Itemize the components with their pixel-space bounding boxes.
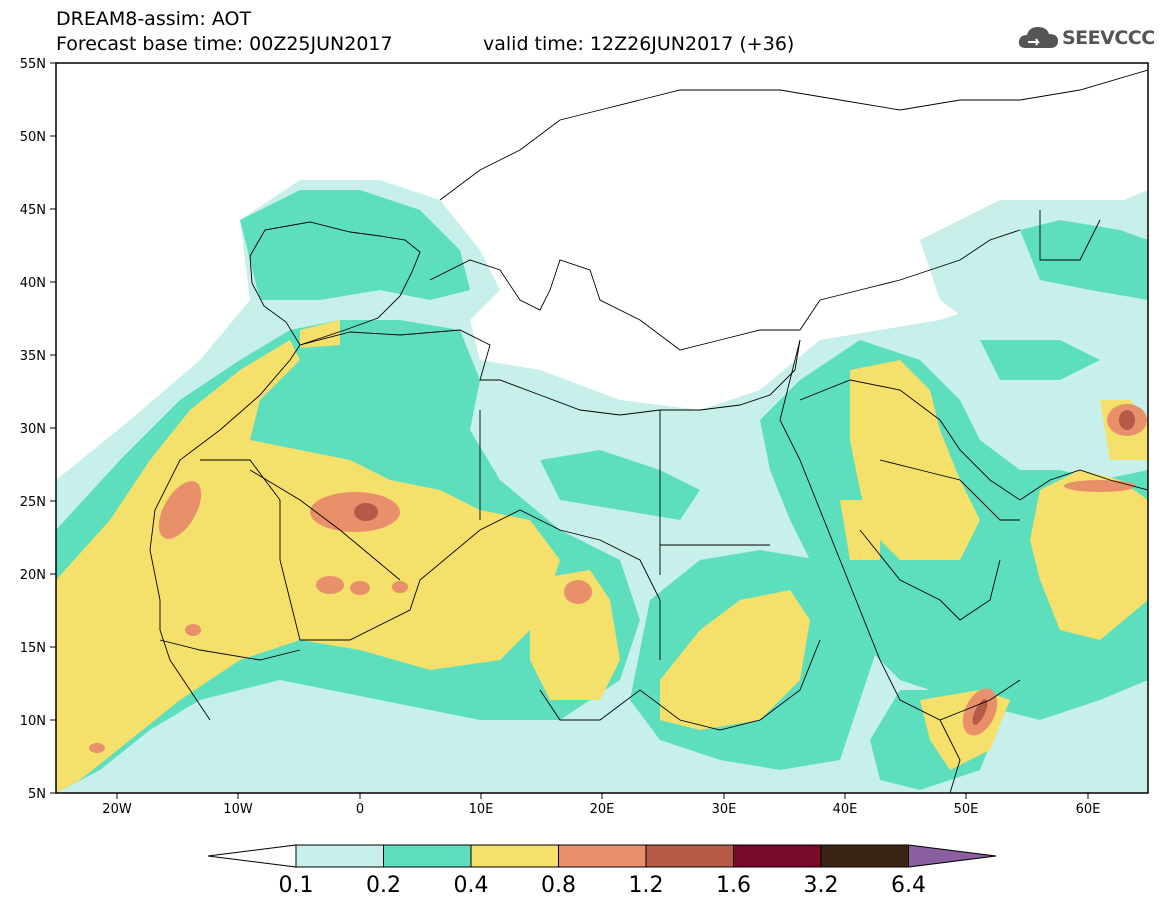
lat-label: 40N <box>20 276 46 291</box>
colorbar-bin <box>295 844 384 868</box>
lat-label: 50N <box>20 130 46 145</box>
coastlines <box>149 69 1148 793</box>
longitude-labels: 20W 10W 0 10E 20E 30E 40E 50E 60E <box>102 802 1100 817</box>
colorbar-label: 3.2 <box>803 873 839 898</box>
lon-label: 0 <box>356 802 364 817</box>
lat-label: 45N <box>20 203 46 218</box>
lon-label: 10W <box>223 802 253 817</box>
colorbar-bin <box>383 844 472 868</box>
colorbar-bin <box>820 844 909 868</box>
lat-label: 35N <box>20 349 46 364</box>
logo-text: SEEVCCC <box>1062 27 1155 49</box>
colorbar-label: 1.6 <box>716 873 751 898</box>
title-line-2: Forecast base time: 00Z25JUN2017 <box>56 33 393 55</box>
colorbar-bin <box>733 844 822 868</box>
colorbar-label: 1.2 <box>628 873 664 898</box>
lat-label: 55N <box>20 57 46 72</box>
axis-ticks <box>50 62 1089 799</box>
title-line-1: DREAM8-assim: AOT <box>56 8 252 30</box>
colorbar <box>207 844 997 868</box>
lat-label: 15N <box>20 641 46 656</box>
colorbar-bin <box>645 844 734 868</box>
colorbar-bin <box>558 844 647 868</box>
colorbar-label: 0.1 <box>278 873 314 898</box>
lon-label: 60E <box>1076 802 1101 817</box>
colorbar-label: 0.4 <box>453 873 489 898</box>
aot-band-0.4 <box>56 320 1148 793</box>
seevccc-logo: SEEVCCC <box>1018 22 1155 56</box>
colorbar-over-arrow <box>908 844 997 868</box>
latitude-labels: 55N 50N 45N 40N 35N 30N 25N 20N 15N 10N … <box>20 57 46 802</box>
colorbar-label: 0.2 <box>366 873 401 898</box>
colorbar-label: 6.4 <box>891 873 926 898</box>
lon-label: 40E <box>833 802 858 817</box>
lon-label: 20E <box>590 802 615 817</box>
aot-field <box>56 63 1148 793</box>
lon-label: 50E <box>954 802 979 817</box>
lon-label: 30E <box>712 802 737 817</box>
lon-label: 20W <box>102 802 132 817</box>
valid-time: valid time: 12Z26JUN2017 (+36) <box>483 33 795 55</box>
lat-label: 20N <box>20 568 46 583</box>
lat-label: 25N <box>20 495 46 510</box>
colorbar-bin <box>470 844 559 868</box>
aot-band-1.2 <box>354 410 1135 725</box>
lat-label: 10N <box>20 714 46 729</box>
cloud-icon <box>1018 27 1058 48</box>
lon-label: 10E <box>469 802 494 817</box>
lat-label: 30N <box>20 422 46 437</box>
colorbar-under-arrow <box>207 844 297 868</box>
lat-label: 5N <box>28 787 46 802</box>
colorbar-label: 0.8 <box>541 873 576 898</box>
